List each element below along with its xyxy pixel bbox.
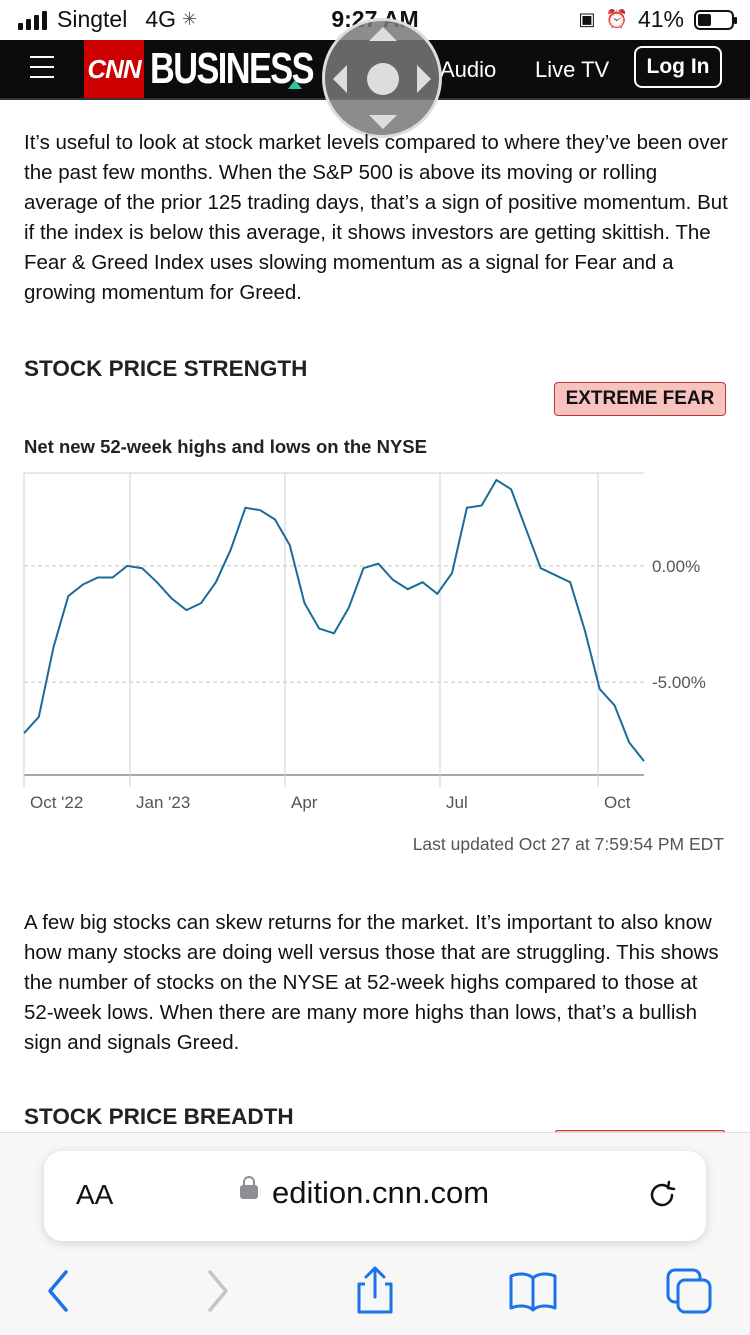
x-tick-label: Apr (291, 793, 318, 812)
text-size-label: AA (76, 1179, 114, 1210)
lock-icon (240, 1176, 258, 1199)
joystick-up-icon[interactable] (369, 27, 397, 41)
joystick-knob[interactable] (367, 63, 399, 95)
address-bar[interactable]: AA edition.cnn.com (44, 1151, 706, 1241)
y-tick-label: -5.00% (652, 673, 706, 692)
section-heading-breadth: STOCK PRICE BREADTH (24, 1104, 294, 1129)
sentiment-badge: EXTREME FEAR (554, 382, 726, 416)
logo-accent-icon (288, 80, 302, 89)
assistive-joystick[interactable] (322, 18, 442, 138)
section-heading-strength: STOCK PRICE STRENGTH (24, 356, 308, 381)
chart-series-line (23, 478, 645, 762)
cnn-logo[interactable]: CNN (84, 40, 144, 98)
reload-icon[interactable] (646, 1179, 678, 1211)
joystick-left-icon[interactable] (333, 65, 347, 93)
line-chart: Oct '22 Jan '23 Apr Jul Oct 0.00% -5.00% (23, 472, 706, 812)
chart-title: Net new 52-week highs and lows on the NY… (24, 436, 427, 457)
forward-icon[interactable] (192, 1264, 246, 1318)
carrier-info: Singtel 4G ✳ (18, 6, 197, 33)
network-type: 4G (145, 6, 177, 32)
y-tick-label: 0.00% (652, 557, 700, 576)
intro-paragraph: It’s useful to look at stock market leve… (24, 131, 728, 304)
x-tick-label: Oct (604, 793, 631, 812)
carrier-name: Singtel (57, 6, 128, 32)
nav-audio-link[interactable]: Audio (440, 57, 497, 82)
x-tick-label: Jan '23 (136, 793, 190, 812)
x-tick-label: Oct '22 (30, 793, 83, 812)
orientation-lock-icon: ▣ (578, 9, 596, 29)
alarm-icon: ⏰ (605, 9, 628, 29)
signal-icon (18, 10, 47, 30)
x-tick-label: Jul (446, 793, 468, 812)
nav-live-tv-link[interactable]: Live TV (535, 57, 610, 82)
url-text[interactable]: edition.cnn.com (272, 1175, 490, 1210)
browser-toolbar: AA edition.cnn.com (0, 1132, 750, 1335)
share-icon[interactable] (348, 1264, 402, 1318)
joystick-right-icon[interactable] (417, 65, 431, 93)
bookmarks-icon[interactable] (506, 1264, 560, 1318)
last-updated-text: Last updated Oct 27 at 7:59:54 PM EDT (412, 834, 724, 854)
status-right: ▣ ⏰ 41% (578, 6, 737, 33)
battery-icon (694, 9, 737, 30)
business-logo[interactable]: BUSINESS (150, 44, 315, 93)
tabs-icon[interactable] (662, 1264, 716, 1318)
menu-icon[interactable] (30, 56, 54, 80)
login-button[interactable]: Log In (634, 46, 722, 88)
back-icon[interactable] (30, 1264, 84, 1318)
text-size-button[interactable]: AA (76, 1179, 113, 1211)
battery-percent: 41% (637, 6, 684, 32)
joystick-down-icon[interactable] (369, 115, 397, 129)
loading-spinner-icon: ✳ (182, 9, 198, 29)
body-paragraph: A few big stocks can skew returns for th… (24, 911, 719, 1054)
